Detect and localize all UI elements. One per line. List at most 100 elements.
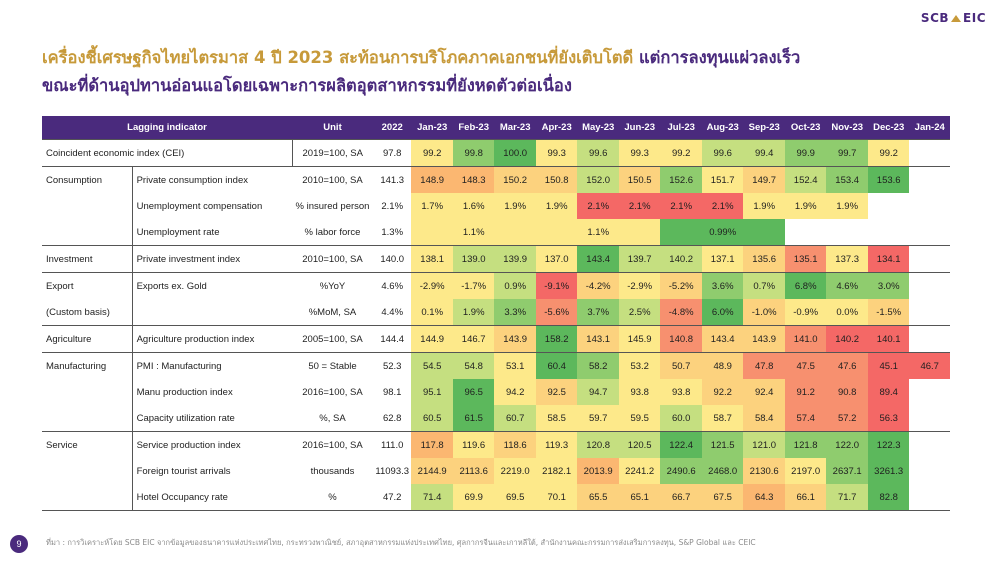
table-row: Service Service production index 2016=100,… bbox=[42, 431, 950, 458]
value-2022-cell: 47.2 bbox=[372, 484, 412, 511]
heatmap-cell: -2.9% bbox=[411, 272, 453, 299]
category-cell: Manufacturing bbox=[42, 352, 133, 379]
unit-cell: 2016=100, SA bbox=[292, 431, 373, 458]
heatmap-cell: 1.9% bbox=[535, 193, 578, 219]
heatmap-cell: 120.8 bbox=[577, 431, 619, 458]
value-2022-cell: 98.1 bbox=[382, 386, 402, 398]
title-part1: เครื่องชี้เศรษฐกิจไทยไตรมาส 4 ปี 2023 สะ… bbox=[42, 48, 634, 67]
category-cell: Export bbox=[42, 272, 133, 299]
heatmap-cell: 145.9 bbox=[618, 325, 661, 353]
unit-cell: 2019=100, SA bbox=[292, 139, 373, 167]
indicator-name-cell: Service production index bbox=[132, 431, 293, 458]
value-2022-cell: 4.6% bbox=[372, 272, 412, 299]
heatmap-cell: 117.8 bbox=[411, 431, 453, 458]
heatmap-cell: 151.7 bbox=[701, 166, 744, 193]
unit-cell: 2016=100, SA bbox=[302, 386, 363, 398]
table-row: Coincident economic index (CEI) 2019=100,… bbox=[42, 139, 950, 167]
heatmap-cell: 119.6 bbox=[452, 431, 495, 458]
heatmap-cell: 149.7 bbox=[743, 166, 785, 193]
heatmap-cell: 57.2 bbox=[826, 405, 868, 432]
table-header-cell: Apr-23 bbox=[535, 116, 578, 140]
table-header-cell: Sep-23 bbox=[743, 116, 785, 140]
heatmap-cell: 152.4 bbox=[784, 166, 827, 193]
heatmap-cell: 92.5 bbox=[535, 379, 578, 405]
source-note: ที่มา : การวิเคราะห์โดย SCB EIC จากข้อมู… bbox=[46, 538, 756, 547]
heatmap-cell: 99.9 bbox=[784, 139, 827, 167]
unit-cell: 2010=100, SA bbox=[292, 166, 373, 193]
heatmap-cell: -1.7% bbox=[452, 272, 495, 299]
heatmap-cell: 3.0% bbox=[867, 272, 910, 299]
table-header-cell: Jun-23 bbox=[618, 116, 661, 140]
heatmap-cell: 50.7 bbox=[660, 352, 702, 379]
heatmap-cell: 54.5 bbox=[411, 352, 453, 379]
heatmap-cell: 1.6% bbox=[452, 193, 495, 219]
heatmap-cell: -4.2% bbox=[577, 272, 619, 299]
table-header-cell: Oct-23 bbox=[784, 116, 827, 140]
heatmap-cell: 69.5 bbox=[494, 484, 536, 511]
table-header-cell: Jul-23 bbox=[660, 116, 702, 140]
value-2022-cell: 2.1% bbox=[381, 200, 404, 212]
title-line2: ขณะที่ด้านอุปทานอ่อนแอโดยเฉพาะการผลิตอุต… bbox=[42, 76, 572, 95]
value-2022-cell: 97.8 bbox=[372, 139, 412, 167]
unit-cell: % labor force bbox=[304, 226, 361, 238]
heatmap-cell: 99.3 bbox=[535, 139, 578, 167]
heatmap-cell: 65.5 bbox=[577, 484, 619, 511]
value-2022-cell: 111.0 bbox=[372, 431, 412, 458]
table-header-cell: Mar-23 bbox=[494, 116, 536, 140]
heatmap-cell: 153.4 bbox=[826, 166, 868, 193]
heatmap-cell bbox=[909, 458, 950, 484]
heatmap-cell: 95.1 bbox=[411, 379, 453, 405]
heatmap-cell: 3.7% bbox=[577, 299, 619, 326]
heatmap-cell: 144.9 bbox=[411, 325, 453, 353]
heatmap-cell: 2219.0 bbox=[494, 458, 536, 484]
category-cell bbox=[42, 193, 133, 219]
heatmap-cell bbox=[909, 325, 950, 353]
heatmap-cell: 143.4 bbox=[701, 325, 744, 353]
table-row: (Custom basis) %MoM, SA 4.4% 0.1% 1.9% 3.3% -5… bbox=[42, 299, 950, 326]
heatmap-cell: 139.7 bbox=[618, 245, 661, 273]
heatmap-cell bbox=[909, 166, 950, 193]
heatmap-cell: 99.7 bbox=[826, 139, 868, 167]
indicator-name-cell bbox=[132, 299, 292, 326]
heatmap-cell: 150.8 bbox=[535, 166, 578, 193]
heatmap-cell: 58.5 bbox=[535, 405, 578, 432]
indicator-name-cell: PMI : Manufacturing bbox=[132, 352, 293, 379]
indicator-name-cell: Private investment index bbox=[132, 245, 293, 273]
heatmap-cell: 152.0 bbox=[577, 166, 619, 193]
unit-cell: 2005=100, SA bbox=[292, 325, 373, 353]
heatmap-cell: -2.9% bbox=[618, 272, 661, 299]
category-cell bbox=[42, 484, 133, 511]
heatmap-cell: 2113.6 bbox=[452, 458, 495, 484]
heatmap-cell: 99.6 bbox=[577, 139, 619, 167]
heatmap-cell bbox=[494, 219, 536, 246]
indicator-name-cell: Agriculture production index bbox=[132, 325, 293, 353]
category-cell: Investment bbox=[42, 245, 133, 273]
heatmap-cell: 0.0% bbox=[826, 299, 868, 326]
table-header-cell: Feb-23 bbox=[452, 116, 495, 140]
heatmap-cell: 1.9% bbox=[743, 193, 785, 219]
category-cell bbox=[42, 458, 133, 484]
heatmap-cell: 60.4 bbox=[535, 352, 578, 379]
indicator-name-cell: Private consumption index bbox=[132, 166, 293, 193]
table-row: Agriculture Agriculture production index 2… bbox=[42, 325, 950, 353]
heatmap-cell: 2.5% bbox=[618, 299, 661, 326]
heatmap-cell: 93.8 bbox=[618, 379, 661, 405]
heatmap-cell: 70.1 bbox=[535, 484, 578, 511]
heatmap-cell: 140.2 bbox=[660, 245, 702, 273]
value-2022-cell: 4.4% bbox=[381, 306, 404, 318]
category-cell: Consumption bbox=[42, 166, 133, 193]
heatmap-cell: 120.5 bbox=[618, 431, 661, 458]
heatmap-cell: 122.4 bbox=[660, 431, 702, 458]
heatmap-cell bbox=[785, 219, 827, 246]
heatmap-cell: 56.3 bbox=[867, 405, 910, 432]
heatmap-cell bbox=[618, 219, 661, 246]
heatmap-cell: 64.3 bbox=[743, 484, 785, 511]
table-row: Hotel Occupancy rate% 47.2 71.4 69.9 69.5 70.… bbox=[42, 484, 950, 511]
heatmap-cell bbox=[411, 219, 453, 246]
heatmap-cell bbox=[660, 219, 702, 246]
table-header-cell: 2022 bbox=[372, 116, 412, 140]
heatmap-cell: 65.1 bbox=[618, 484, 661, 511]
heatmap-cell: 1.9% bbox=[826, 193, 868, 219]
unit-cell: 2010=100, SA bbox=[292, 245, 373, 273]
heatmap-cell bbox=[743, 219, 785, 246]
